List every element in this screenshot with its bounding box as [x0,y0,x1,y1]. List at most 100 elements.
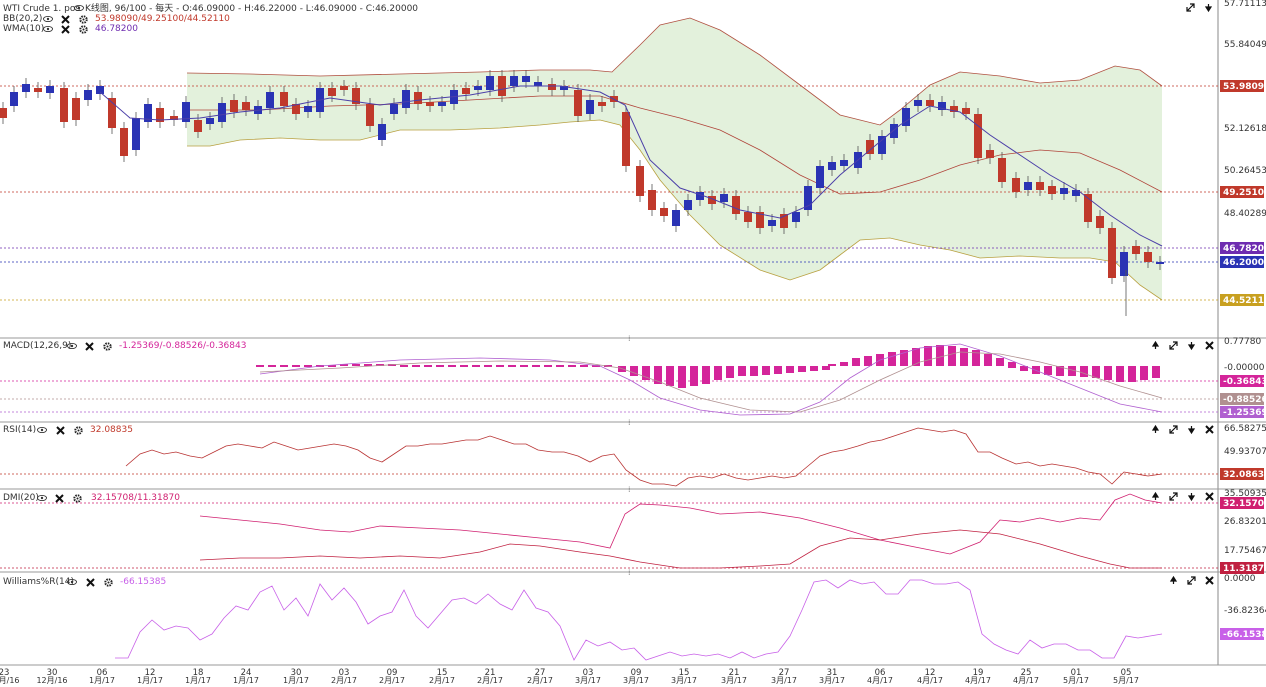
x-month-label: 1月/17 [89,676,115,684]
close-pane-icon[interactable] [1205,576,1214,585]
macd-histogram-bar [654,366,662,384]
macd-histogram-bar [864,356,872,366]
macd-histogram-bar [1056,366,1064,376]
willr-label: Williams%R(14) [3,577,74,587]
candle-body [242,102,250,110]
candle-body [280,92,288,106]
expand-icon[interactable] [1187,576,1196,585]
y-tick: 66.58275 [1224,424,1266,434]
candle-body [218,103,226,122]
gear-icon[interactable] [74,426,83,435]
x-day-label: 23 [0,668,9,678]
arrow-down-icon[interactable] [1204,4,1213,13]
expand-icon[interactable] [1169,341,1178,350]
macd-histogram-bar [1116,366,1124,382]
candle-body [22,84,30,92]
expand-icon[interactable] [1169,425,1178,434]
eye-icon[interactable] [74,4,84,12]
macd-histogram-bar [1128,366,1136,382]
x-month-label: 5月/17 [1063,676,1089,684]
eye-icon[interactable] [43,25,53,33]
x-month-label: 2月/17 [379,676,405,684]
macd-histogram-bar [750,366,758,376]
x-day-label: 12 [145,668,156,678]
gear-icon[interactable] [79,15,88,24]
candle-body [792,212,800,222]
eye-icon[interactable] [67,342,77,350]
candle-body [96,86,104,94]
williams-r-pane[interactable]: Williams%R(14) -66.15385 0.0000 -36.8236… [3,574,1266,661]
candlestick-series [0,70,1164,316]
candle-body [1048,186,1056,194]
candle-body [34,88,42,92]
price-pane[interactable] [0,17,1218,316]
candle-body [352,88,360,104]
macd-histogram-bar [630,366,638,376]
arrow-down-icon[interactable] [1187,342,1196,351]
arrow-up-icon[interactable] [1151,491,1160,500]
macd-histogram-bar [810,366,818,371]
expand-icon[interactable] [1186,3,1195,12]
arrow-down-icon[interactable] [1187,493,1196,502]
close-icon[interactable] [61,25,70,34]
candle-body [816,166,824,188]
eye-icon[interactable] [37,426,47,434]
candle-body [340,86,348,90]
x-month-label: 3月/17 [671,676,697,684]
bb-mid-badge: 49.25100 [1223,188,1266,198]
x-day-label: 18 [193,668,204,678]
arrow-up-icon[interactable] [1169,575,1178,584]
rsi-line [125,427,1163,487]
candle-body [648,190,656,210]
macd-pane[interactable]: MACD(12,26,9) -1.25369/-0.88526/-0.36843… [0,337,1266,418]
macd-histogram-bar [948,346,956,366]
close-icon[interactable] [55,494,64,503]
close-pane-icon[interactable] [1205,425,1214,434]
x-month-label: 5月/17 [1113,676,1139,684]
candle-body [840,160,848,166]
dmi-pane[interactable]: DMI(20) 32.15708/11.31870 35.50935 26.83… [0,489,1266,574]
close-pane-icon[interactable] [1205,341,1214,350]
macd-histogram-bar [1008,366,1016,368]
gear-icon[interactable] [104,578,113,587]
macd-histogram-bar [328,365,336,367]
macd-histogram-bar [924,346,932,366]
bollinger-mid-line [187,95,1163,195]
willr-value: -66.15385 [120,577,166,587]
close-icon[interactable] [56,426,65,435]
x-day-label: 09 [631,668,642,678]
candle-body [636,166,644,196]
rsi-pane[interactable]: RSI(14) 32.08835 66.58275 49.93707 32.08… [0,424,1266,487]
candle-body [914,100,922,106]
close-icon[interactable] [85,342,94,351]
candle-body [182,102,190,122]
y-tick: 49.93707 [1224,447,1266,457]
candle-body [1120,252,1128,276]
close-icon[interactable] [86,578,95,587]
close-pane-icon[interactable] [1205,492,1214,501]
gear-icon[interactable] [103,342,112,351]
macd-histogram-bar [666,366,674,386]
instrument-title: WTI Crude 1. pos [3,4,80,14]
close-icon[interactable] [61,15,70,24]
arrow-down-icon[interactable] [1187,426,1196,435]
x-day-label: 03 [339,668,350,678]
y-tick: 17.75467 [1224,546,1266,556]
rsi-badge: 32.08635 [1223,470,1266,480]
gear-icon[interactable] [79,25,88,34]
macd-histogram-bar [280,365,288,367]
candle-body [510,76,518,86]
candle-body [708,196,716,204]
gear-icon[interactable] [73,494,82,503]
arrow-up-icon[interactable] [1151,340,1160,349]
date-axis: 2312月/163012月/16061月/17121月/17181月/17241… [0,668,1139,685]
eye-icon[interactable] [43,15,53,23]
macd-histogram-bar [798,366,806,372]
x-month-label: 12月/16 [0,676,20,684]
expand-icon[interactable] [1169,492,1178,501]
eye-icon[interactable] [67,578,77,586]
arrow-up-icon[interactable] [1151,424,1160,433]
eye-icon[interactable] [37,494,47,502]
candle-body [1024,182,1032,190]
x-month-label: 1月/17 [233,676,259,684]
